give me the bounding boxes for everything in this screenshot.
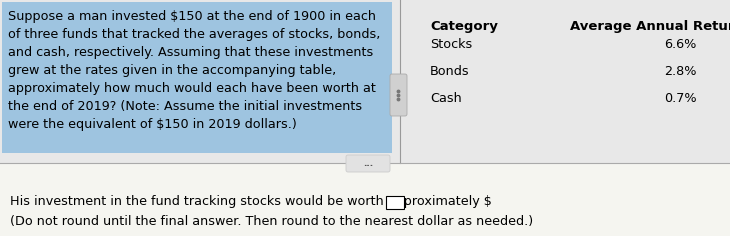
FancyBboxPatch shape bbox=[346, 155, 390, 172]
Text: .: . bbox=[405, 195, 410, 208]
Bar bbox=[0, 163, 730, 236]
Bar bbox=[2, 2, 392, 153]
Text: Bonds: Bonds bbox=[430, 65, 469, 78]
FancyBboxPatch shape bbox=[390, 74, 407, 116]
Text: His investment in the fund tracking stocks would be worth approximately $: His investment in the fund tracking stoc… bbox=[10, 195, 492, 208]
Bar bbox=[0, 0, 730, 163]
Text: ...: ... bbox=[363, 159, 373, 168]
Text: Cash: Cash bbox=[430, 92, 462, 105]
Text: Stocks: Stocks bbox=[430, 38, 472, 51]
Bar bbox=[386, 196, 404, 209]
Text: Average Annual Return: Average Annual Return bbox=[570, 20, 730, 33]
Text: 2.8%: 2.8% bbox=[664, 65, 696, 78]
Text: (Do not round until the final answer. Then round to the nearest dollar as needed: (Do not round until the final answer. Th… bbox=[10, 215, 533, 228]
Text: Category: Category bbox=[430, 20, 498, 33]
Text: 0.7%: 0.7% bbox=[664, 92, 696, 105]
Text: 6.6%: 6.6% bbox=[664, 38, 696, 51]
Text: Suppose a man invested $150 at the end of 1900 in each
of three funds that track: Suppose a man invested $150 at the end o… bbox=[8, 10, 380, 131]
